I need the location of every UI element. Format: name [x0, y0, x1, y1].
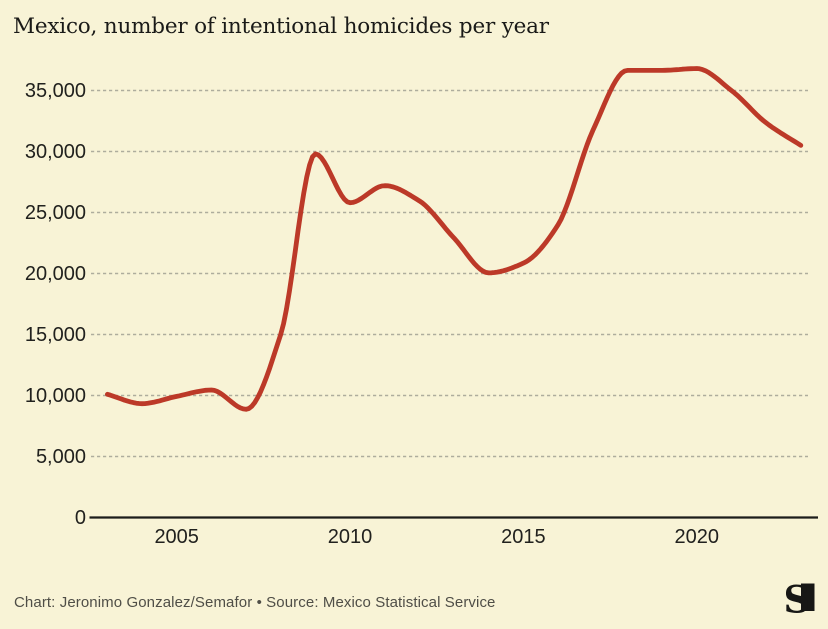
x-tick-label: 2005	[154, 526, 199, 548]
y-tick-label: 30,000	[24, 140, 86, 163]
y-tick-label: 20,000	[24, 262, 86, 285]
y-tick-label: 25,000	[24, 201, 86, 224]
y-tick-label: 10,000	[24, 384, 86, 407]
semafor-logo-icon: S	[786, 583, 815, 618]
homicides-line-series	[105, 66, 804, 412]
y-tick-label: 0	[74, 506, 86, 529]
y-tick-label: 5,000	[35, 445, 86, 468]
y-tick-label: 35,000	[24, 79, 86, 102]
chart-title: Mexico, number of intentional homicides …	[13, 14, 549, 39]
chart-credit: Chart: Jeronimo Gonzalez/Semafor • Sourc…	[14, 594, 496, 611]
svg-text:S: S	[786, 583, 810, 618]
x-tick-label: 2020	[674, 526, 720, 548]
x-tick-label: 2015	[501, 526, 546, 548]
y-tick-label: 15,000	[24, 323, 86, 346]
x-tick-label: 2010	[327, 526, 373, 548]
